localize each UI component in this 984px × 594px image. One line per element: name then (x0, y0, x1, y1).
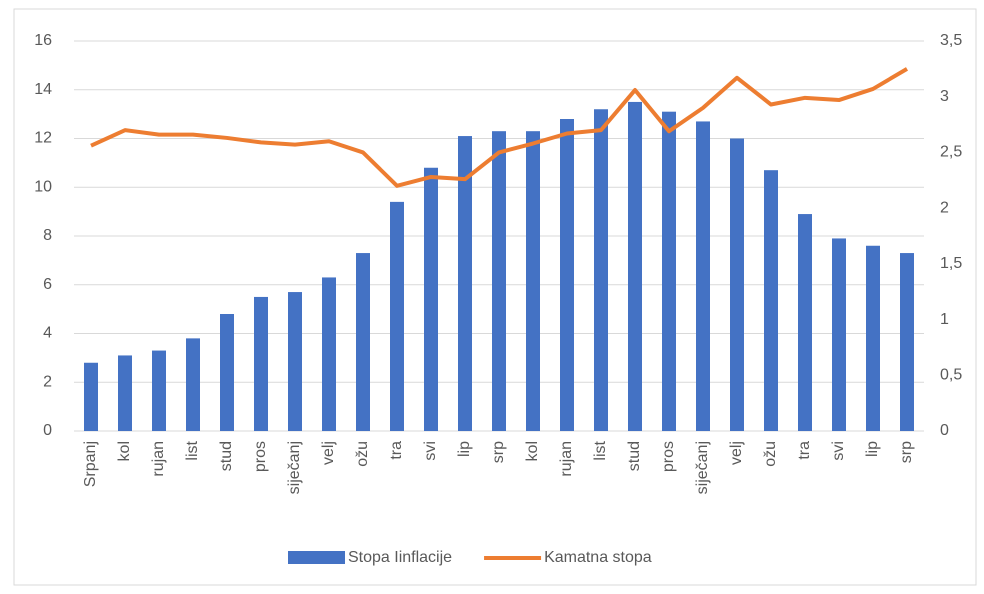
y-tick-label: 14 (34, 81, 52, 98)
bar (186, 338, 200, 431)
bar (118, 355, 132, 431)
bar (594, 109, 608, 431)
y2-tick-label: 3,5 (940, 32, 962, 49)
bar (254, 296, 268, 431)
bar (560, 119, 574, 431)
bar (798, 214, 812, 431)
y-tick-label: 8 (43, 227, 52, 244)
x-tick-label: list (184, 440, 201, 460)
bar (662, 111, 676, 431)
legend-label: Stopa Iinflacije (348, 549, 452, 566)
y-tick-label: 4 (43, 325, 52, 342)
bar (526, 131, 540, 431)
y-tick-label: 12 (34, 130, 52, 147)
y2-tick-label: 3 (940, 88, 949, 105)
bar (832, 238, 846, 431)
x-tick-label: rujan (558, 441, 575, 477)
line (90, 67, 909, 188)
y2-tick-label: 0 (940, 422, 949, 439)
y2-tick-label: 2,5 (940, 144, 962, 161)
x-tick-label: siječanj (694, 441, 711, 494)
x-tick-label: svi (422, 441, 439, 461)
x-tick-label: tra (796, 441, 813, 460)
x-tick-label: Srpanj (82, 441, 99, 487)
bar (730, 138, 744, 431)
y-tick-label: 2 (43, 373, 52, 390)
bar (696, 121, 710, 431)
bar (866, 245, 880, 431)
bar (764, 170, 778, 431)
x-tick-label: siječanj (286, 441, 303, 494)
x-tick-label: ožu (762, 441, 779, 467)
y2-tick-label: 1 (940, 311, 949, 328)
legend-swatch (288, 551, 345, 564)
x-tick-label: tra (388, 441, 405, 460)
y2-tick-label: 0,5 (940, 367, 962, 384)
x-tick-label: kol (524, 441, 541, 461)
x-tick-label: lip (456, 441, 473, 457)
bar (220, 314, 234, 431)
legend-label: Kamatna stopa (544, 549, 652, 566)
x-tick-label: stud (626, 441, 643, 471)
y-tick-label: 0 (43, 422, 52, 439)
bar (458, 136, 472, 431)
x-tick-label: ožu (354, 441, 371, 467)
bar (288, 292, 302, 431)
x-tick-label: srp (490, 441, 507, 463)
x-tick-label: pros (660, 441, 677, 472)
bar (492, 131, 506, 431)
x-tick-label: velj (728, 441, 745, 465)
x-tick-label: lip (864, 441, 881, 457)
bar (390, 201, 404, 431)
bar (424, 167, 438, 431)
y2-tick-label: 2 (940, 199, 949, 216)
x-tick-label: srp (898, 441, 915, 463)
x-tick-label: rujan (150, 441, 167, 477)
bar (322, 277, 336, 431)
bar (900, 253, 914, 431)
bar (628, 101, 642, 431)
bar (152, 350, 166, 431)
y2-tick-label: 1,5 (940, 255, 962, 272)
y-tick-label: 10 (34, 178, 52, 195)
y-tick-label: 16 (34, 32, 52, 49)
x-tick-label: kol (116, 441, 133, 461)
bar (356, 253, 370, 431)
x-tick-label: svi (830, 441, 847, 461)
y-tick-label: 6 (43, 276, 52, 293)
x-tick-label: pros (252, 441, 269, 472)
bar (84, 362, 98, 431)
x-tick-label: stud (218, 441, 235, 471)
x-tick-label: velj (320, 441, 337, 465)
x-tick-label: list (592, 440, 609, 460)
